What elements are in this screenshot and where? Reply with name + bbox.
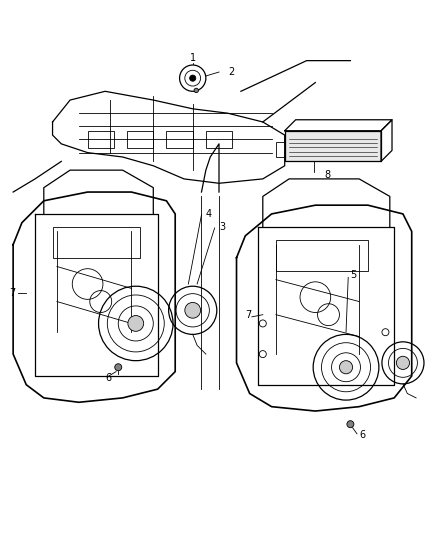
Text: 6: 6 xyxy=(105,373,111,383)
Circle shape xyxy=(185,302,201,318)
Circle shape xyxy=(194,88,198,93)
Circle shape xyxy=(115,364,122,371)
Text: 2: 2 xyxy=(228,67,234,77)
Bar xyxy=(276,240,368,271)
Circle shape xyxy=(396,356,410,369)
Bar xyxy=(206,131,232,148)
Bar xyxy=(166,131,193,148)
Circle shape xyxy=(128,316,144,332)
Text: 4: 4 xyxy=(206,209,212,219)
Circle shape xyxy=(347,421,354,427)
Text: 7: 7 xyxy=(9,288,15,298)
Bar xyxy=(285,131,381,161)
Circle shape xyxy=(339,361,353,374)
Text: 6: 6 xyxy=(359,430,365,440)
Text: 3: 3 xyxy=(219,222,225,232)
Bar xyxy=(127,131,153,148)
Text: 7: 7 xyxy=(245,310,251,320)
Text: 1: 1 xyxy=(190,53,196,63)
Text: 8: 8 xyxy=(324,169,330,180)
Circle shape xyxy=(190,75,196,81)
Text: 5: 5 xyxy=(350,270,357,280)
Bar xyxy=(276,142,285,157)
Bar xyxy=(88,131,114,148)
Bar xyxy=(53,227,140,258)
